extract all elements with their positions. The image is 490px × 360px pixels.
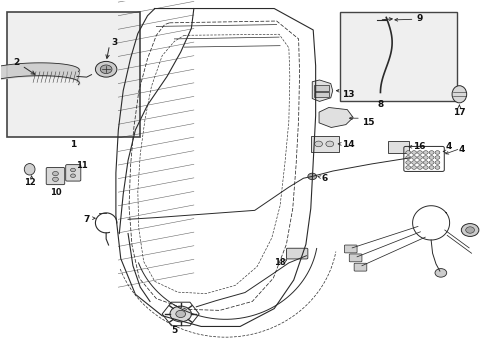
Text: 13: 13 — [343, 90, 355, 99]
Text: 17: 17 — [453, 108, 465, 117]
Ellipse shape — [452, 86, 466, 103]
Text: 16: 16 — [413, 142, 426, 151]
FancyBboxPatch shape — [46, 167, 65, 185]
Circle shape — [71, 168, 75, 172]
Circle shape — [412, 156, 416, 159]
Text: 7: 7 — [83, 215, 89, 224]
Circle shape — [52, 177, 58, 181]
Circle shape — [423, 156, 428, 159]
FancyBboxPatch shape — [354, 263, 367, 271]
Text: 4: 4 — [446, 141, 452, 150]
Text: 3: 3 — [111, 37, 118, 46]
Circle shape — [435, 151, 440, 154]
FancyBboxPatch shape — [311, 136, 339, 152]
Circle shape — [429, 151, 434, 154]
Text: 15: 15 — [362, 118, 374, 127]
Text: 14: 14 — [343, 140, 355, 149]
Text: 18: 18 — [274, 258, 286, 267]
Polygon shape — [312, 80, 333, 102]
Circle shape — [429, 161, 434, 164]
Circle shape — [423, 161, 428, 164]
Text: 8: 8 — [377, 100, 384, 109]
Circle shape — [96, 62, 117, 77]
Circle shape — [417, 166, 422, 169]
Circle shape — [406, 156, 411, 159]
FancyBboxPatch shape — [287, 248, 308, 259]
Text: 12: 12 — [24, 178, 35, 187]
Circle shape — [435, 161, 440, 164]
Circle shape — [417, 156, 422, 159]
Circle shape — [429, 166, 434, 169]
Text: 2: 2 — [13, 58, 19, 67]
Circle shape — [412, 161, 416, 164]
Circle shape — [435, 269, 447, 277]
Circle shape — [315, 141, 322, 147]
Text: 11: 11 — [76, 161, 88, 170]
Text: 1: 1 — [71, 140, 76, 149]
Circle shape — [170, 306, 192, 322]
Circle shape — [308, 173, 317, 180]
Circle shape — [406, 161, 411, 164]
FancyBboxPatch shape — [388, 141, 409, 153]
Circle shape — [406, 166, 411, 169]
Text: 4: 4 — [459, 145, 465, 154]
Circle shape — [461, 224, 479, 237]
Circle shape — [100, 65, 112, 73]
Circle shape — [406, 151, 411, 154]
Text: 5: 5 — [171, 325, 177, 334]
Circle shape — [412, 151, 416, 154]
Text: 9: 9 — [416, 14, 422, 23]
Bar — [340, 12, 457, 102]
Bar — [314, 85, 329, 91]
Circle shape — [423, 166, 428, 169]
FancyBboxPatch shape — [344, 245, 357, 253]
Circle shape — [52, 171, 58, 176]
Text: 6: 6 — [322, 174, 328, 183]
Circle shape — [417, 151, 422, 154]
Circle shape — [417, 161, 422, 164]
Circle shape — [423, 151, 428, 154]
Circle shape — [71, 174, 75, 177]
Circle shape — [435, 156, 440, 159]
Circle shape — [412, 166, 416, 169]
FancyBboxPatch shape — [349, 254, 362, 262]
Circle shape — [176, 310, 186, 318]
Text: 10: 10 — [49, 188, 61, 197]
FancyBboxPatch shape — [66, 165, 81, 181]
Bar — [7, 12, 140, 137]
Ellipse shape — [24, 163, 35, 175]
Circle shape — [466, 227, 474, 233]
Circle shape — [429, 156, 434, 159]
Circle shape — [326, 141, 334, 147]
Circle shape — [435, 166, 440, 169]
Bar — [314, 92, 329, 97]
Polygon shape — [319, 108, 353, 127]
